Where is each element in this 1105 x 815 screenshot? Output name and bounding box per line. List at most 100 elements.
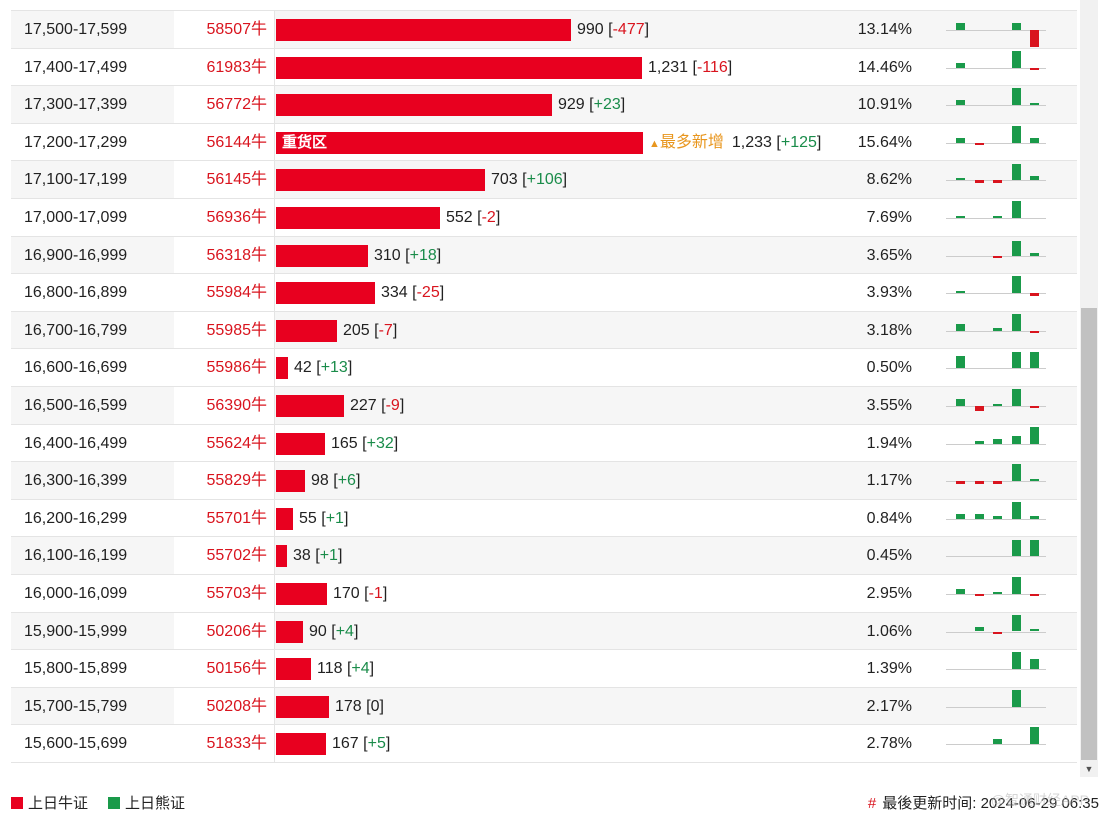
cbbc-code-link[interactable]: 56936牛 [206, 208, 268, 226]
bar-value: 170 [-1] [333, 584, 388, 602]
hash-icon: # [867, 795, 877, 812]
sparkline-bar [1011, 614, 1021, 632]
outstanding-count: 167 [332, 735, 359, 753]
cbbc-code-link[interactable]: 55703牛 [206, 584, 268, 602]
table-row[interactable]: 16,200-16,299 55701牛 55 [+1] 0.84% [11, 499, 1077, 538]
sparkline-baseline [946, 518, 1046, 520]
trend-sparkline [946, 425, 1046, 462]
table-row[interactable]: 15,900-15,999 50206牛 90 [+4] 1.06% [11, 612, 1077, 651]
cbbc-code-link[interactable]: 51833牛 [206, 735, 268, 753]
table-row[interactable]: 17,500-17,599 58507牛 990 [-477] 13.14% [11, 11, 1077, 49]
code-cell-bg [174, 386, 274, 424]
sparkline-bar [1030, 67, 1039, 70]
code-cell-bg [174, 424, 274, 462]
sparkline-bar [1030, 629, 1039, 632]
sparkline-bar [1030, 593, 1039, 597]
sparkline-bar [1011, 163, 1021, 181]
outstanding-count: 90 [309, 622, 327, 640]
trend-sparkline [946, 274, 1046, 311]
sparkline-bar [1011, 22, 1021, 30]
table-row[interactable]: 15,800-15,899 50156牛 118 [+4] 1.39% [11, 650, 1077, 688]
count-change: +5 [367, 735, 386, 753]
percentage: 1.39% [866, 660, 912, 678]
percentage: 0.45% [866, 547, 912, 565]
table-row[interactable]: 17,200-17,299 56144牛 重货区 ▲最多新增 1,233 [+125] 1… [11, 123, 1077, 162]
sparkline-baseline [946, 105, 1046, 107]
table-row[interactable]: 15,600-15,699 51833牛 167 [+5] 2.78% [11, 725, 1077, 763]
sparkline-bar [1030, 405, 1039, 409]
cbbc-code-link[interactable]: 50206牛 [206, 622, 268, 640]
outstanding-count: 38 [293, 547, 311, 565]
table-row[interactable]: 16,400-16,499 55624牛 165 [+32] 1.94% [11, 424, 1077, 463]
table-row[interactable]: 16,300-16,399 55829牛 98 [+6] 1.17% [11, 462, 1077, 500]
bar-zone: 167 [+5] [274, 725, 875, 762]
table-row[interactable]: 16,900-16,999 56318牛 310 [+18] 3.65% [11, 236, 1077, 275]
sparkline-bar [1030, 30, 1039, 47]
table-row[interactable]: 16,600-16,699 55986牛 42 [+13] 0.50% [11, 349, 1077, 387]
volume-bar [276, 19, 571, 41]
cbbc-code-link[interactable]: 61983牛 [206, 58, 268, 76]
volume-bar [276, 282, 375, 305]
table-row[interactable]: 16,100-16,199 55702牛 38 [+1] 0.45% [11, 537, 1077, 575]
cbbc-code-link[interactable]: 55829牛 [206, 472, 268, 490]
cbbc-code-link[interactable]: 56144牛 [206, 133, 268, 151]
trend-sparkline [946, 237, 1046, 274]
strike-range: 17,000-17,099 [24, 208, 128, 226]
sparkline-bar [1030, 175, 1039, 181]
volume-bar [276, 319, 337, 342]
percentage: 14.46% [857, 58, 912, 76]
table-row[interactable]: 15,700-15,799 50208牛 178 [0] 2.17% [11, 687, 1077, 726]
code-cell-bg [174, 574, 274, 612]
count-change: -7 [378, 321, 393, 339]
sparkline-bar [993, 328, 1002, 331]
cbbc-code-link[interactable]: 55984牛 [206, 284, 268, 302]
bar-zone: 178 [0] [274, 687, 875, 725]
table-row[interactable]: 16,800-16,899 55984牛 334 [-25] 3.93% [11, 274, 1077, 312]
bar-value: 38 [+1] [293, 547, 343, 565]
table-row[interactable]: 16,700-16,799 55985牛 205 [-7] 3.18% [11, 311, 1077, 350]
sparkline-bar [1011, 351, 1021, 369]
sparkline-bar [993, 591, 1002, 594]
scroll-down-arrow-icon[interactable]: ▼ [1084, 764, 1094, 774]
cbbc-code-link[interactable]: 55701牛 [206, 509, 268, 527]
cbbc-code-link[interactable]: 55702牛 [206, 547, 268, 565]
scrollbar-thumb[interactable] [1081, 308, 1097, 760]
cbbc-code-link[interactable]: 55985牛 [206, 321, 268, 339]
cbbc-code-link[interactable]: 56318牛 [206, 246, 268, 264]
code-cell-bg [174, 311, 274, 349]
legend-bull: 上日牛证 [11, 792, 88, 813]
last-updated: # 最後更新时间: 2024-06-29 06:35 [868, 792, 1099, 813]
sparkline-bar [1030, 516, 1039, 519]
cbbc-code-link[interactable]: 55624牛 [206, 434, 268, 452]
table-row[interactable]: 17,000-17,099 56936牛 552 [-2] 7.69% [11, 198, 1077, 237]
strike-range: 15,800-15,899 [24, 660, 128, 678]
sparkline-bar [956, 22, 965, 30]
cbbc-code-link[interactable]: 58507牛 [206, 21, 268, 38]
sparkline-bar [1011, 436, 1021, 444]
cbbc-code-link[interactable]: 56772牛 [206, 96, 268, 114]
table-row[interactable]: 16,000-16,099 55703牛 170 [-1] 2.95% [11, 574, 1077, 613]
table-row[interactable]: 17,300-17,399 56772牛 929 [+23] 10.91% [11, 86, 1077, 124]
trend-sparkline [946, 688, 1046, 725]
sparkline-bar [974, 593, 984, 597]
cbbc-code-link[interactable]: 55986牛 [206, 359, 268, 377]
cbbc-code-link[interactable]: 50156牛 [206, 660, 268, 678]
bar-value: 42 [+13] [294, 359, 353, 377]
strike-range: 16,600-16,699 [24, 359, 128, 377]
code-cell-bg [174, 349, 274, 386]
volume-bar [276, 394, 344, 417]
cbbc-code-link[interactable]: 50208牛 [206, 697, 268, 715]
bar-zone: 990 [-477] [274, 11, 875, 48]
cbbc-code-link[interactable]: 56390牛 [206, 396, 268, 414]
table-row[interactable]: 16,500-16,599 56390牛 227 [-9] 3.55% [11, 386, 1077, 425]
bar-value: 703 [+106] [491, 171, 568, 189]
sparkline-baseline [946, 330, 1046, 332]
table-row[interactable]: 17,100-17,199 56145牛 703 [+106] 8.62% [11, 161, 1077, 199]
table-row[interactable]: 17,400-17,499 61983牛 1,231 [-116] 14.46% [11, 48, 1077, 87]
percentage: 0.84% [866, 509, 912, 527]
strike-range: 15,900-15,999 [24, 622, 128, 640]
bar-value: 990 [-477] [577, 21, 650, 38]
percentage: 3.93% [866, 284, 912, 302]
cbbc-code-link[interactable]: 56145牛 [206, 171, 268, 189]
percentage: 3.65% [866, 246, 912, 264]
